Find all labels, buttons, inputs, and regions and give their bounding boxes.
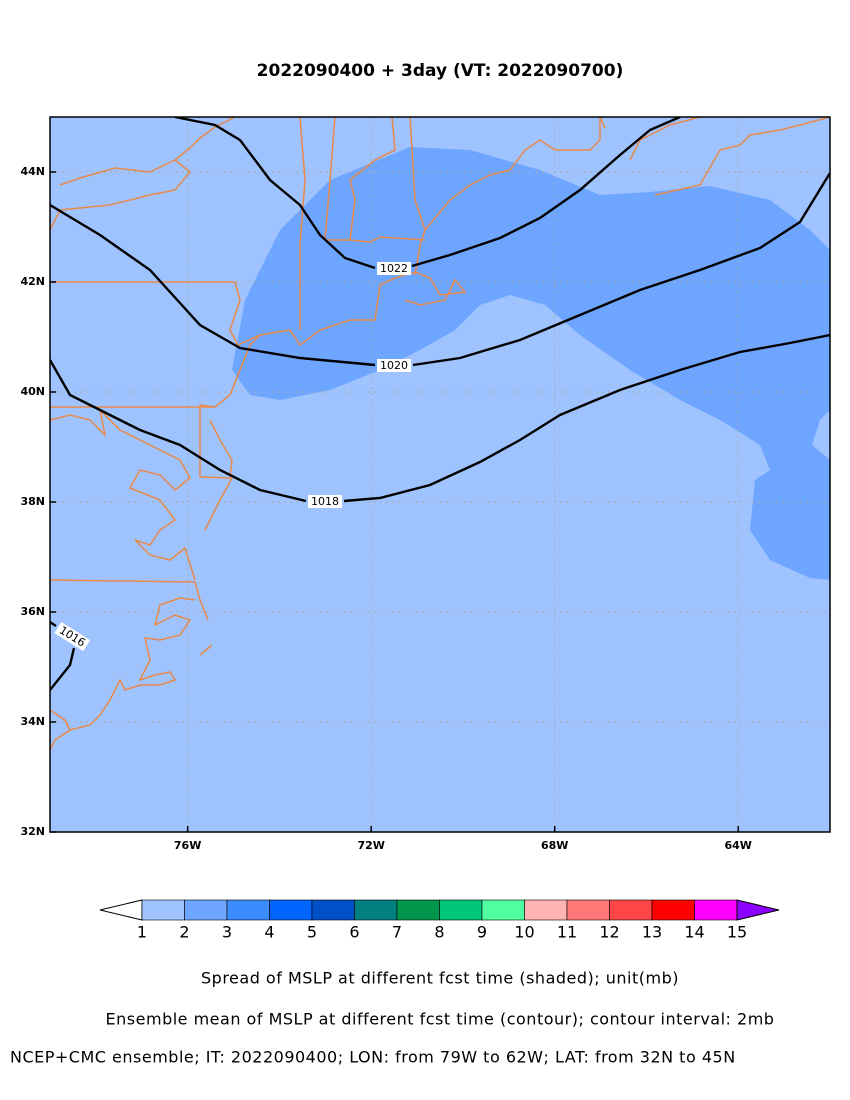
colorbar-label: 12 [599, 923, 619, 942]
colorbar-box [609, 899, 653, 921]
colorbar-box [396, 899, 440, 921]
lat-tick-label: 32N [20, 825, 45, 838]
footer-line: Ensemble mean of MSLP at different fcst … [106, 1010, 775, 1029]
axes: 76W 72W 68W 64W 32N 34N 36N 38N 40N 42N 44N [20, 165, 751, 852]
contour-label: 1018 [311, 495, 339, 508]
colorbar-label: 11 [557, 923, 577, 942]
colorbar: 1 2 3 4 5 6 7 8 9 10 11 12 13 14 15 [99, 899, 780, 942]
title: 2022090400 + 3day (VT: 2022090700) [257, 61, 624, 81]
contour-line [50, 333, 830, 503]
colorbar-label: 4 [264, 923, 274, 942]
contour-labels: 1022 1020 1018 1016 [54, 262, 411, 652]
colorbar-label: 13 [642, 923, 662, 942]
colorbar-label: 3 [222, 923, 232, 942]
colorbar-label: 9 [477, 923, 487, 942]
lat-tick-label: 38N [20, 495, 45, 508]
contour-line [50, 621, 76, 691]
contour-label: 1022 [380, 262, 408, 275]
colorbar-label: 6 [349, 923, 359, 942]
colorbar-box [311, 899, 355, 921]
lat-tick-label: 34N [20, 715, 45, 728]
contour-label: 1020 [380, 359, 408, 372]
colorbar-box [566, 899, 610, 921]
colorbar-box [481, 899, 525, 921]
label-box [54, 622, 91, 652]
colorbar-arrow [736, 899, 780, 921]
boundaries [50, 117, 830, 751]
colorbar-box [141, 899, 185, 921]
label-box [377, 262, 411, 275]
colorbar-label: 10 [514, 923, 534, 942]
spread-shading [232, 147, 830, 580]
map-frame [49, 116, 831, 833]
lat-tick-label: 44N [20, 165, 45, 178]
lat-tick-label: 42N [20, 275, 45, 288]
colorbar-label: 7 [392, 923, 402, 942]
lon-tick-label: 72W [357, 839, 384, 852]
footer-line: Spread of MSLP at different fcst time (s… [201, 969, 679, 988]
map: 1022 1020 1018 1016 [50, 117, 830, 832]
colorbar-box [694, 899, 738, 921]
colorbar-label: 5 [307, 923, 317, 942]
colorbar-label: 8 [434, 923, 444, 942]
contour-line [50, 172, 830, 367]
label-box [377, 359, 411, 372]
grid [50, 117, 830, 832]
lat-tick-label: 40N [20, 385, 45, 398]
colorbar-box [439, 899, 483, 921]
colorbar-box [354, 899, 398, 921]
colorbar-label: 2 [179, 923, 189, 942]
contour-line [174, 117, 681, 270]
colorbar-label: 15 [727, 923, 747, 942]
contours [50, 117, 830, 691]
colorbar-box [524, 899, 568, 921]
colorbar-box [651, 899, 695, 921]
colorbar-box [226, 899, 270, 921]
colorbar-label: 14 [684, 923, 704, 942]
colorbar-label: 1 [137, 923, 147, 942]
lon-tick-label: 76W [174, 839, 201, 852]
label-box [308, 495, 342, 508]
lon-tick-label: 68W [541, 839, 568, 852]
lon-tick-label: 64W [725, 839, 752, 852]
colorbar-arrow [99, 899, 143, 921]
colorbar-box [269, 899, 313, 921]
lat-tick-label: 36N [20, 605, 45, 618]
colorbar-box [184, 899, 228, 921]
footer-line: NCEP+CMC ensemble; IT: 2022090400; LON: … [10, 1048, 736, 1067]
